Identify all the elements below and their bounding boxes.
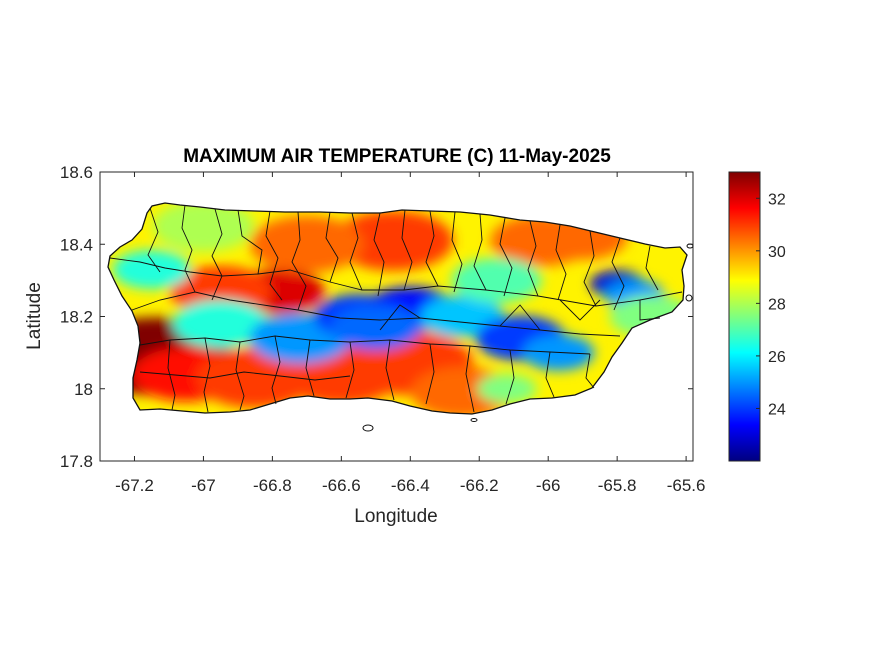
field-blobs (108, 203, 687, 414)
municipal-boundary (373, 212, 385, 297)
temperature-blob (330, 304, 421, 350)
municipal-boundary (645, 245, 659, 291)
temperature-blob (172, 299, 269, 348)
municipal-boundary (583, 230, 597, 307)
municipal-boundary (499, 304, 541, 331)
municipal-boundary (291, 211, 307, 311)
x-tick-label: -66 (536, 476, 561, 495)
municipal-boundary (203, 337, 211, 413)
municipal-boundary (385, 339, 395, 401)
municipal-boundary (211, 208, 223, 301)
x-axis: -67.2 -67 -66.8 -66.6 -66.4 -66.2 -66 -65.8 -65.… (115, 172, 705, 495)
municipal-boundary (451, 211, 463, 293)
municipal-boundary (167, 339, 176, 411)
temperature-blob (195, 347, 316, 408)
temperature-field (108, 203, 687, 414)
municipal-boundary (611, 237, 625, 311)
x-tick-label: -66.8 (253, 476, 292, 495)
temperature-blob (476, 373, 537, 404)
colorbar-tick-label: 26 (768, 349, 786, 366)
x-tick-label: -67 (191, 476, 216, 495)
colorbar-tick-label: 32 (768, 191, 786, 208)
municipal-boundary (235, 341, 245, 411)
islet-south (470, 418, 478, 422)
x-tick-label: -66.4 (391, 476, 430, 495)
municipal-boundary (345, 341, 355, 399)
municipal-boundary (473, 213, 487, 291)
municipal-boundary (527, 220, 539, 297)
y-tick-label: 18.4 (60, 235, 93, 254)
temperature-blob (333, 210, 454, 271)
colorbar-tick-label: 28 (768, 296, 786, 313)
municipal-boundary (465, 345, 475, 413)
colorbar-ticks: 32 30 28 26 24 (756, 191, 786, 418)
municipal-boundary (555, 224, 567, 301)
colorbar: 32 30 28 26 24 (728, 171, 786, 462)
municipal-boundary (505, 349, 515, 405)
colorbar-tick-label: 30 (768, 244, 786, 261)
municipal-boundary (305, 339, 315, 397)
x-tick-label: -65.6 (667, 476, 706, 495)
x-tick-label: -67.2 (115, 476, 154, 495)
municipal-boundary (271, 335, 281, 405)
municipal-boundary (585, 353, 595, 389)
municipal-boundary (147, 207, 161, 273)
municipal-boundaries (109, 204, 683, 413)
x-tick-label: -65.8 (598, 476, 637, 495)
colorbar-gradient (728, 171, 761, 462)
municipal-boundary (181, 204, 196, 293)
y-tick-label: 18 (74, 380, 93, 399)
y-tick-label: 17.8 (60, 452, 93, 471)
municipal-boundary (139, 371, 351, 381)
municipal-boundary (131, 291, 621, 337)
x-tick-label: -66.2 (460, 476, 499, 495)
municipal-boundary (559, 299, 601, 321)
municipal-boundary (425, 210, 439, 287)
x-tick-label: -66.6 (322, 476, 361, 495)
municipal-boundary (545, 351, 555, 398)
municipal-boundary (325, 211, 339, 283)
municipal-boundary (265, 210, 283, 301)
map-axes: -67.2 -67 -66.8 -66.6 -66.4 -66.2 -66 -65.8 -65.… (60, 163, 706, 495)
islet-caja-de-muertos (362, 424, 374, 432)
x-axis-label: Longitude (354, 506, 437, 527)
temperature-blob (112, 250, 191, 289)
temperature-blob (249, 215, 364, 273)
y-tick-label: 18.6 (60, 163, 93, 182)
municipal-boundary (109, 257, 683, 307)
chart-title: MAXIMUM AIR TEMPERATURE (C) 11-May-2025 (183, 146, 611, 167)
y-axis-label: Latitude (24, 282, 45, 350)
islet-east-2 (685, 294, 693, 302)
island-coastline (107, 202, 688, 415)
municipal-boundary (425, 343, 435, 405)
municipal-boundary (401, 209, 413, 291)
y-axis: 18.6 18.4 18.2 18 17.8 (60, 163, 693, 471)
municipal-boundary (349, 212, 363, 291)
municipal-boundary (499, 217, 513, 297)
temperature-blob (451, 257, 542, 303)
municipal-boundary (237, 209, 263, 275)
colorbar-tick-label: 24 (768, 401, 786, 418)
municipal-boundary (639, 300, 661, 321)
municipal-boundary (379, 304, 421, 331)
y-tick-label: 18.2 (60, 308, 93, 327)
temperature-blob (152, 203, 255, 252)
